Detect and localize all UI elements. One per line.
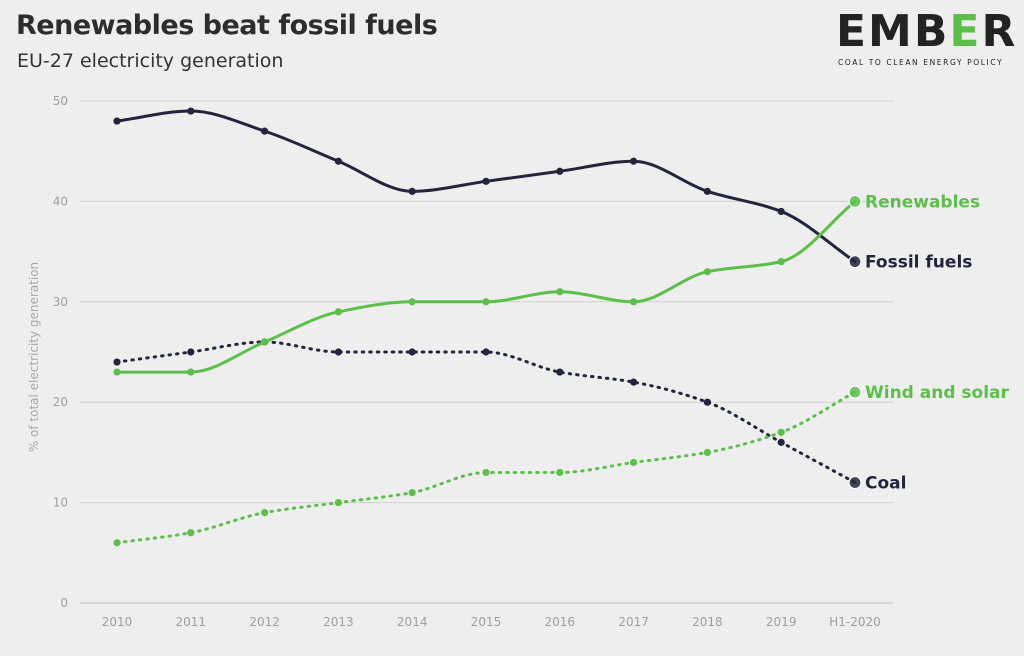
x-tick-label: 2011 — [176, 615, 207, 629]
y-tick-label: 30 — [53, 295, 68, 309]
x-tick-label: 2019 — [766, 615, 797, 629]
y-axis-label: % of total electricity generation — [27, 262, 41, 452]
x-tick-label: 2018 — [692, 615, 723, 629]
data-point-coal — [187, 348, 195, 356]
series-line-coal — [115, 340, 857, 485]
data-point-fossil-fuels — [113, 117, 121, 125]
data-point-wind-and-solar — [777, 428, 785, 436]
data-point-wind-and-solar — [261, 509, 269, 517]
data-point-fossil-fuels — [408, 187, 416, 195]
y-tick-label: 40 — [53, 194, 68, 208]
data-point-renewables — [482, 298, 490, 306]
series-group — [113, 107, 862, 547]
x-tick-label: 2010 — [102, 615, 133, 629]
data-point-fossil-fuels — [777, 207, 785, 216]
data-point-wind-and-solar — [556, 468, 564, 477]
x-tick-label: 2014 — [397, 615, 428, 629]
series-label-fossil-fuels: Fossil fuels — [865, 253, 972, 273]
data-point-renewables — [630, 298, 638, 306]
y-tick-label: 50 — [53, 94, 68, 108]
data-point-coal — [777, 438, 785, 446]
data-point-fossil-fuels — [482, 177, 490, 185]
data-point-coal — [703, 398, 712, 406]
data-point-renewables — [777, 258, 785, 266]
data-point-coal — [630, 378, 638, 386]
data-point-fossil-fuels — [334, 157, 342, 165]
y-tick-label: 20 — [53, 395, 68, 409]
x-tick-label: 2012 — [249, 615, 280, 629]
data-point-fossil-fuels — [703, 187, 712, 195]
chart-title: Renewables beat fossil fuels — [16, 10, 438, 41]
data-point-fossil-fuels — [187, 107, 195, 115]
data-point-wind-and-solar — [848, 385, 862, 399]
data-point-renewables — [408, 298, 416, 306]
data-point-wind-and-solar — [482, 468, 490, 477]
logo-word-c: R — [981, 6, 1018, 57]
data-point-renewables — [113, 368, 121, 376]
series-line-wind-and-solar — [115, 390, 857, 545]
x-tick-label: 2017 — [618, 615, 649, 629]
data-point-coal — [408, 348, 416, 356]
x-tick-label: H1-2020 — [829, 615, 881, 629]
y-axis-ticks: 0 10 20 30 40 50 — [53, 94, 68, 610]
data-point-renewables — [334, 308, 342, 316]
data-point-wind-and-solar — [187, 529, 195, 537]
series-wind-and-solar — [113, 385, 862, 547]
series-renewables — [113, 194, 862, 376]
x-tick-label: 2015 — [471, 615, 502, 629]
data-point-fossil-fuels — [630, 157, 638, 165]
series-labels: Fossil fuels Renewables Coal Wind and solar — [865, 192, 1010, 493]
data-point-fossil-fuels — [556, 167, 564, 175]
data-point-coal — [334, 348, 342, 356]
series-line-fossil-fuels — [115, 109, 857, 264]
data-point-wind-and-solar — [630, 458, 638, 467]
series-label-wind-and-solar: Wind and solar — [865, 383, 1010, 403]
chart-subtitle: EU-27 electricity generation — [17, 50, 284, 72]
x-tick-label: 2013 — [323, 615, 354, 629]
data-point-renewables — [556, 288, 564, 296]
data-point-coal — [848, 475, 862, 490]
logo-tagline: COAL TO CLEAN ENERGY POLICY — [838, 58, 1004, 67]
data-point-renewables — [261, 338, 269, 346]
data-point-fossil-fuels — [848, 255, 862, 269]
data-point-renewables — [187, 368, 195, 376]
data-point-coal — [113, 358, 121, 366]
logo-word-a: EMB — [836, 6, 950, 57]
series-label-coal: Coal — [865, 474, 906, 494]
logo-wordmark: EMBER — [836, 10, 1015, 54]
data-point-wind-and-solar — [703, 448, 712, 456]
data-point-renewables — [848, 194, 862, 208]
data-point-renewables — [703, 268, 712, 276]
y-tick-label: 10 — [53, 496, 68, 510]
y-tick-label: 0 — [60, 596, 68, 610]
data-point-wind-and-solar — [408, 488, 416, 497]
data-point-coal — [556, 368, 564, 376]
logo-word-b: E — [949, 6, 982, 57]
data-point-wind-and-solar — [113, 539, 121, 547]
data-point-wind-and-solar — [334, 499, 342, 507]
x-axis-ticks: 2010 2011 2012 2013 2014 2015 2016 2017 2018 2019… — [102, 615, 881, 629]
x-tick-label: 2016 — [545, 615, 576, 629]
data-point-coal — [482, 348, 490, 356]
series-fossil-fuels — [113, 107, 862, 269]
ember-logo: EMBER COAL TO CLEAN ENERGY POLICY — [836, 10, 1015, 70]
data-point-fossil-fuels — [261, 127, 269, 135]
series-label-renewables: Renewables — [865, 192, 980, 212]
